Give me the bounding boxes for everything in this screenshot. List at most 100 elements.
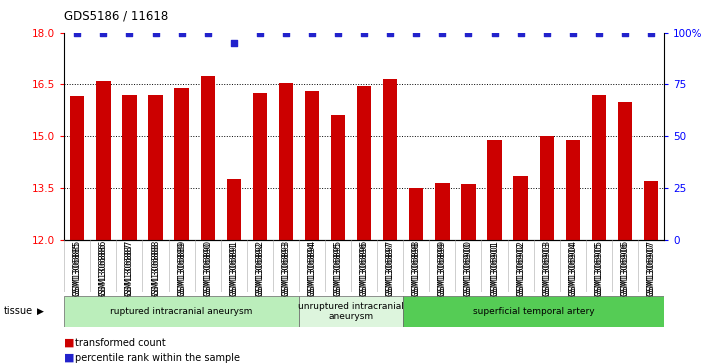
Text: GSM1306891: GSM1306891 bbox=[229, 240, 238, 296]
Text: GSM1306895: GSM1306895 bbox=[333, 240, 343, 296]
Text: GSM1306906: GSM1306906 bbox=[620, 242, 630, 298]
Text: GSM1306899: GSM1306899 bbox=[438, 240, 447, 296]
Bar bbox=[618, 102, 632, 240]
Text: GSM1306894: GSM1306894 bbox=[308, 242, 316, 298]
Bar bbox=[299, 296, 403, 327]
Text: GSM1306886: GSM1306886 bbox=[99, 242, 108, 299]
Point bbox=[411, 30, 422, 36]
Text: GSM1306889: GSM1306889 bbox=[177, 240, 186, 296]
Point bbox=[202, 30, 213, 36]
Bar bbox=[149, 95, 163, 240]
Bar bbox=[436, 183, 450, 240]
Bar bbox=[357, 86, 371, 240]
Text: transformed count: transformed count bbox=[75, 338, 166, 348]
Text: ▶: ▶ bbox=[37, 307, 44, 316]
Text: GSM1306901: GSM1306901 bbox=[490, 242, 499, 298]
Point bbox=[228, 40, 239, 46]
Text: GSM1306907: GSM1306907 bbox=[646, 242, 655, 298]
Point bbox=[385, 30, 396, 36]
Text: ■: ■ bbox=[64, 338, 75, 348]
Text: GSM1306896: GSM1306896 bbox=[360, 242, 368, 298]
Text: GSM1306899: GSM1306899 bbox=[438, 242, 447, 298]
Point bbox=[489, 30, 501, 36]
Text: GSM1306891: GSM1306891 bbox=[229, 242, 238, 298]
Text: GSM1306885: GSM1306885 bbox=[73, 240, 82, 296]
Bar bbox=[403, 296, 664, 327]
Text: GSM1306900: GSM1306900 bbox=[464, 242, 473, 298]
Text: GSM1306886: GSM1306886 bbox=[99, 240, 108, 296]
Text: GSM1306903: GSM1306903 bbox=[542, 242, 551, 298]
Point bbox=[254, 30, 266, 36]
Point bbox=[645, 30, 657, 36]
Text: GSM1306897: GSM1306897 bbox=[386, 242, 395, 298]
Point bbox=[306, 30, 318, 36]
Bar bbox=[201, 76, 215, 240]
Bar bbox=[592, 95, 606, 240]
Point bbox=[280, 30, 291, 36]
Text: GSM1306902: GSM1306902 bbox=[516, 240, 525, 295]
Text: GSM1306896: GSM1306896 bbox=[360, 240, 368, 296]
Text: GDS5186 / 11618: GDS5186 / 11618 bbox=[64, 9, 169, 22]
Text: ruptured intracranial aneurysm: ruptured intracranial aneurysm bbox=[111, 307, 253, 316]
Bar bbox=[488, 139, 502, 240]
Point bbox=[150, 30, 161, 36]
Bar bbox=[305, 91, 319, 240]
Bar bbox=[331, 115, 346, 240]
Text: GSM1306906: GSM1306906 bbox=[620, 240, 630, 296]
Text: superficial temporal artery: superficial temporal artery bbox=[473, 307, 595, 316]
Text: GSM1306897: GSM1306897 bbox=[386, 240, 395, 296]
Point bbox=[124, 30, 135, 36]
Text: GSM1306888: GSM1306888 bbox=[151, 240, 160, 296]
Bar bbox=[70, 97, 84, 240]
Bar bbox=[565, 139, 580, 240]
Bar bbox=[644, 181, 658, 240]
Text: GSM1306887: GSM1306887 bbox=[125, 240, 134, 296]
Text: GSM1306898: GSM1306898 bbox=[412, 242, 421, 298]
Text: GSM1306890: GSM1306890 bbox=[203, 240, 212, 296]
Bar bbox=[409, 188, 423, 240]
Point bbox=[71, 30, 83, 36]
Text: GSM1306905: GSM1306905 bbox=[594, 240, 603, 295]
Point bbox=[437, 30, 448, 36]
Bar bbox=[174, 88, 188, 240]
Bar bbox=[383, 79, 398, 240]
Text: GSM1306893: GSM1306893 bbox=[281, 240, 291, 296]
Point bbox=[567, 30, 578, 36]
Text: GSM1306892: GSM1306892 bbox=[256, 240, 264, 296]
Text: GSM1306888: GSM1306888 bbox=[151, 242, 160, 299]
Text: GSM1306890: GSM1306890 bbox=[203, 242, 212, 298]
Text: GSM1306893: GSM1306893 bbox=[281, 242, 291, 298]
Text: GSM1306900: GSM1306900 bbox=[464, 240, 473, 295]
Bar bbox=[278, 83, 293, 240]
Text: ■: ■ bbox=[64, 352, 75, 363]
Text: GSM1306902: GSM1306902 bbox=[516, 242, 525, 298]
Text: unruptured intracranial
aneurysm: unruptured intracranial aneurysm bbox=[298, 302, 404, 321]
Text: GSM1306887: GSM1306887 bbox=[125, 242, 134, 299]
Point bbox=[98, 30, 109, 36]
Bar bbox=[513, 176, 528, 240]
Text: GSM1306903: GSM1306903 bbox=[542, 240, 551, 296]
Point bbox=[593, 30, 605, 36]
Bar bbox=[64, 296, 299, 327]
Text: GSM1306904: GSM1306904 bbox=[568, 242, 577, 298]
Text: GSM1306894: GSM1306894 bbox=[308, 240, 316, 296]
Bar bbox=[96, 81, 111, 240]
Text: GSM1306904: GSM1306904 bbox=[568, 240, 577, 295]
Point bbox=[176, 30, 187, 36]
Point bbox=[463, 30, 474, 36]
Bar bbox=[226, 179, 241, 240]
Bar bbox=[253, 93, 267, 240]
Point bbox=[332, 30, 343, 36]
Text: tissue: tissue bbox=[4, 306, 33, 316]
Text: GSM1306905: GSM1306905 bbox=[594, 242, 603, 298]
Text: GSM1306895: GSM1306895 bbox=[333, 242, 343, 298]
Bar bbox=[461, 184, 476, 240]
Text: GSM1306901: GSM1306901 bbox=[490, 240, 499, 295]
Point bbox=[358, 30, 370, 36]
Text: GSM1306907: GSM1306907 bbox=[646, 240, 655, 296]
Text: GSM1306889: GSM1306889 bbox=[177, 242, 186, 298]
Point bbox=[515, 30, 526, 36]
Bar bbox=[540, 136, 554, 240]
Point bbox=[541, 30, 553, 36]
Bar bbox=[122, 95, 136, 240]
